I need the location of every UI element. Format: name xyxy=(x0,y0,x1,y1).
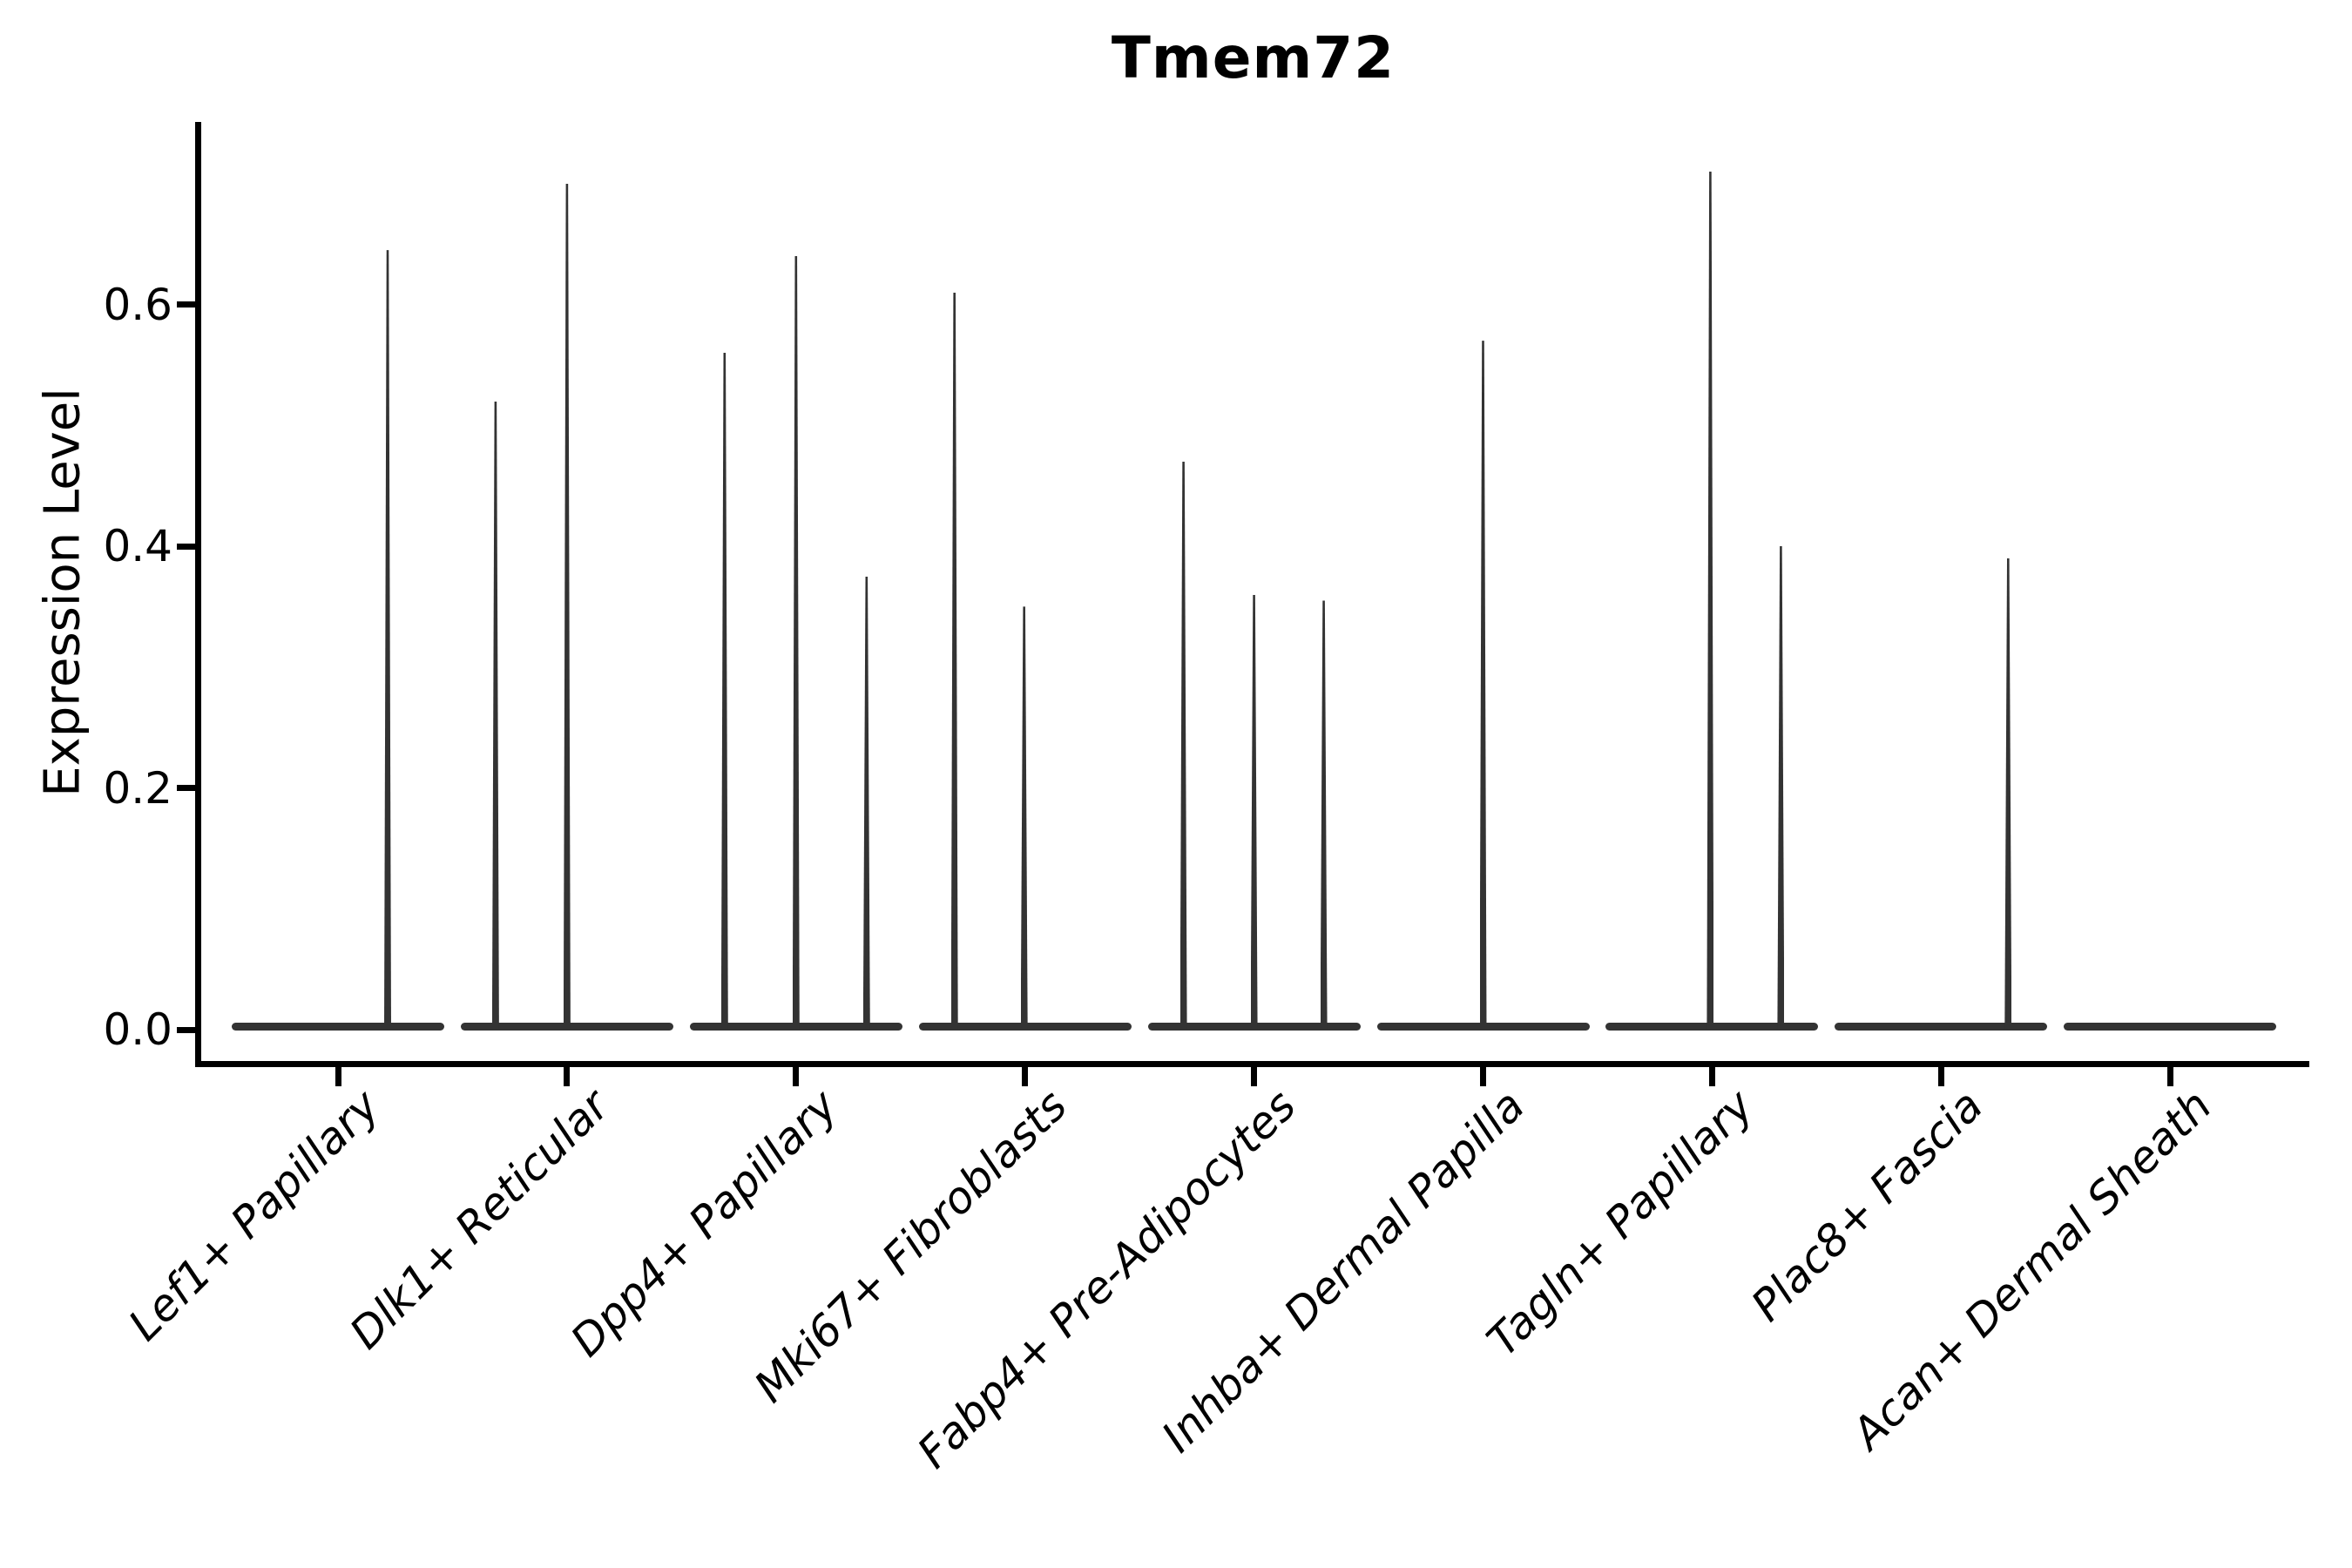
violin-spike xyxy=(1777,546,1785,1029)
y-axis-label: Expression Level xyxy=(34,388,91,797)
x-axis-tick xyxy=(1937,1067,1944,1086)
violin-spike xyxy=(950,292,958,1029)
y-axis-tick-label: 0.2 xyxy=(103,762,172,814)
y-axis-tick xyxy=(177,543,195,550)
x-axis-tick xyxy=(1480,1067,1486,1086)
violin-spike xyxy=(1320,600,1328,1029)
y-axis-tick-label: 0.6 xyxy=(103,279,172,330)
violin-spike xyxy=(563,183,571,1029)
y-axis-tick xyxy=(177,785,195,791)
violin-spike xyxy=(1250,594,1258,1029)
violin-spike xyxy=(1479,341,1487,1029)
x-axis-tick xyxy=(793,1067,800,1086)
y-axis-tick xyxy=(177,301,195,308)
violin-spike xyxy=(792,256,800,1029)
violin-spike xyxy=(2004,558,2012,1029)
x-axis-tick xyxy=(1251,1067,1258,1086)
x-axis-category-label: Fabp4+ Pre-Adipocytes xyxy=(908,1080,1306,1478)
x-axis-spine xyxy=(195,1061,2309,1067)
violin-spike xyxy=(1179,461,1187,1029)
x-axis-tick xyxy=(1708,1067,1715,1086)
x-axis-category-label: Plac8+ Fascia xyxy=(1741,1080,1993,1331)
violin-spike xyxy=(1020,606,1028,1029)
y-axis-tick-label: 0.0 xyxy=(103,1004,172,1055)
violin-spike xyxy=(862,576,870,1029)
x-axis-tick xyxy=(2166,1067,2173,1086)
y-axis-tick xyxy=(177,1026,195,1033)
violin-spike xyxy=(384,250,391,1029)
x-axis-category-label: Inhba+ Dermal Papilla xyxy=(1152,1080,1535,1463)
y-axis-spine xyxy=(195,122,201,1067)
x-axis-category-label: Lef1+ Papillary xyxy=(118,1080,390,1351)
x-axis-tick xyxy=(1022,1067,1029,1086)
violin-spike xyxy=(491,401,499,1029)
violin-spike xyxy=(1707,171,1714,1029)
violin-baseline xyxy=(1835,1023,2048,1031)
x-axis-tick xyxy=(564,1067,571,1086)
y-axis-tick-label: 0.4 xyxy=(103,521,172,571)
violin-baseline xyxy=(2064,1023,2277,1031)
violin-spike xyxy=(720,353,728,1029)
x-axis-tick xyxy=(335,1067,341,1086)
violin-baseline xyxy=(232,1023,444,1031)
chart-title: Tmem72 xyxy=(1111,24,1396,91)
